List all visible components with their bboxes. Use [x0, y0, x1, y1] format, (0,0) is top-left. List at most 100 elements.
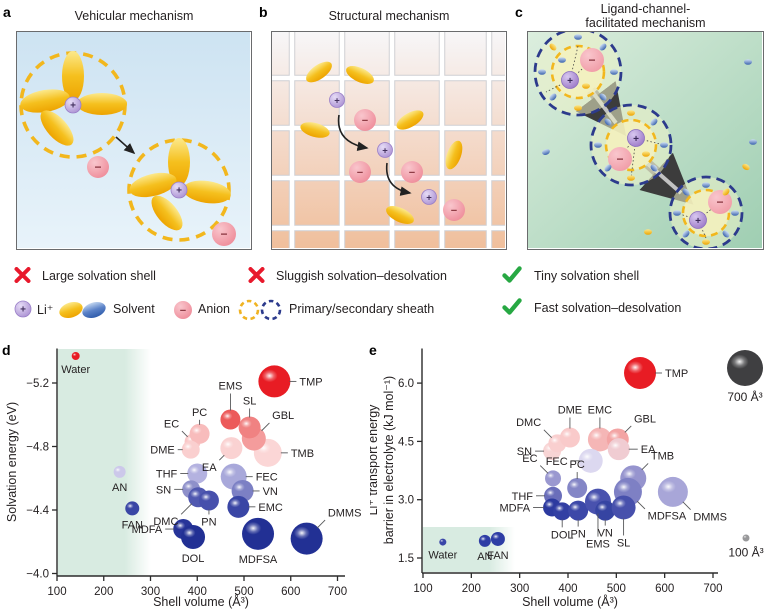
- panel-c-title: Ligand-channel- facilitated mechanism: [527, 2, 764, 30]
- point-label-vn: VN: [598, 528, 613, 540]
- bubble-fan: [490, 531, 505, 546]
- point-label-vn: VN: [263, 486, 278, 498]
- hopping-arrow: [337, 114, 369, 151]
- bubble-highlight: [245, 521, 262, 535]
- point-label-fec: FEC: [546, 456, 568, 468]
- bubble-highlight: [561, 430, 572, 439]
- solvent-blue-ellipse: [82, 301, 106, 319]
- bubble-highlight: [581, 451, 594, 462]
- point-label-ea: EA: [641, 444, 656, 456]
- transport-barrier-scatter-chart: 1.5 3.0 4.5 6.0 100 200 300 400 500 600 700 Li⁺ tra…: [370, 348, 764, 609]
- y-tick-label: −4.4: [26, 505, 49, 517]
- solvation-energy-scatter-chart: −5.2 −4.8 −4.4 −4.0 100 200 300 400 500 600 700 Sol…: [5, 348, 361, 609]
- anion-icon: [354, 109, 376, 131]
- minus-symbol: −: [362, 115, 368, 127]
- ligand-droplets: [538, 34, 618, 111]
- cross-icon: [14, 267, 31, 283]
- bubble-water: [71, 352, 80, 361]
- panel-letter-d: d: [2, 342, 11, 358]
- solvent-petal-icon: [20, 89, 70, 113]
- solvation-cluster: − +: [668, 175, 744, 248]
- solvent-petal-icon: [77, 93, 127, 115]
- bubble-sl: [611, 495, 636, 520]
- solvent-petal-icon: [300, 122, 330, 138]
- y-tick-label: −4.0: [26, 569, 49, 581]
- motion-arrow: [115, 136, 136, 155]
- solvent-petal-icon: [40, 110, 74, 146]
- point-label-tmb: TMB: [651, 451, 674, 463]
- point-label-fan: FAN: [122, 519, 143, 531]
- point-label-water: Water: [428, 550, 457, 562]
- bubble-highlight: [660, 480, 676, 493]
- solvation-cluster: − +: [533, 32, 623, 117]
- point-label-gbl: GBL: [634, 413, 656, 425]
- solvent-petal-icon: [62, 51, 84, 101]
- panel-b-title: Structural mechanism: [328, 9, 450, 23]
- x-axis-title: Shell volume (Å³): [153, 594, 249, 609]
- anions: − − − −: [349, 109, 465, 221]
- minus-symbol: −: [94, 160, 101, 174]
- x-tick-label: 700: [703, 583, 722, 595]
- bubble-highlight: [743, 535, 747, 539]
- label-leader: [181, 430, 188, 438]
- bubble-highlight: [627, 360, 644, 374]
- point-label-fan: FAN: [487, 550, 508, 562]
- minus-symbol: −: [451, 205, 457, 217]
- y-tick-label: 4.5: [398, 436, 414, 448]
- point-label-thf: THF: [512, 491, 534, 503]
- point-label-sn: SN: [517, 446, 532, 458]
- bubble-emc: [227, 495, 250, 518]
- y-axis-title: Li⁺ transport energy: [370, 404, 380, 516]
- bubble-highlight: [191, 426, 202, 435]
- label-leader: [682, 501, 691, 510]
- point-label-ec: EC: [522, 453, 537, 465]
- bubble-fan: [125, 501, 140, 516]
- primary-sheath-dashed-circle: [127, 138, 231, 242]
- legend-sluggish-label: Sluggish solvation–desolvation: [276, 269, 447, 283]
- x-tick-label: 200: [94, 586, 113, 598]
- point-label-gbl: GBL: [272, 410, 294, 422]
- point-label-mdfsa: MDFSA: [648, 511, 687, 523]
- bubble-ea: [607, 438, 630, 461]
- bubble-highlight: [590, 430, 603, 441]
- li-ion-icon: [329, 92, 345, 108]
- plus-symbol: +: [426, 193, 432, 204]
- primary-sheath-icon: [238, 299, 260, 321]
- check-icon: [502, 266, 522, 283]
- hopping-arrow: [385, 162, 412, 196]
- x-tick-label: 700: [328, 586, 347, 598]
- anion-icon: [708, 190, 732, 214]
- bubble-dme: [181, 440, 200, 459]
- point-label-sl: SL: [617, 537, 630, 549]
- bubble-highlight: [183, 442, 193, 451]
- minus-symbol: −: [220, 227, 227, 241]
- size-legend-label: 700 Å³: [727, 389, 762, 404]
- label-leader: [261, 422, 270, 432]
- point-label-fec: FEC: [256, 472, 278, 484]
- bubble-highlight: [622, 468, 636, 479]
- bubble-highlight: [597, 503, 608, 512]
- li-ion-icon: [170, 181, 188, 199]
- bubble-mdfsa: [242, 517, 275, 550]
- solvent-petal-icon: [346, 66, 374, 84]
- x-tick-label: 600: [655, 583, 674, 595]
- bubble-water: [439, 538, 447, 546]
- size-legend-label: 100 Å³: [728, 545, 763, 560]
- anion-icon: [443, 199, 465, 221]
- panel-c-illustration: − + − +: [527, 31, 764, 250]
- x-tick-label: 400: [558, 583, 577, 595]
- bubble-tmp: [624, 356, 657, 389]
- legend-tiny-shell-label: Tiny solvation shell: [534, 269, 640, 283]
- bubble-highlight: [609, 440, 621, 450]
- minus-symbol: −: [180, 305, 186, 317]
- x-tick-label: 300: [141, 586, 160, 598]
- point-label-tmp: TMP: [665, 368, 688, 380]
- anion-icon: [212, 222, 236, 246]
- label-leader: [543, 429, 553, 438]
- point-label-dmms: DMMS: [693, 511, 727, 523]
- point-label-pc: PC: [570, 459, 585, 471]
- panel-letter-a: a: [3, 4, 11, 20]
- panel-b-illustration: − − − − + + +: [271, 31, 507, 250]
- label-leader: [636, 500, 646, 510]
- point-label-an: AN: [112, 482, 127, 494]
